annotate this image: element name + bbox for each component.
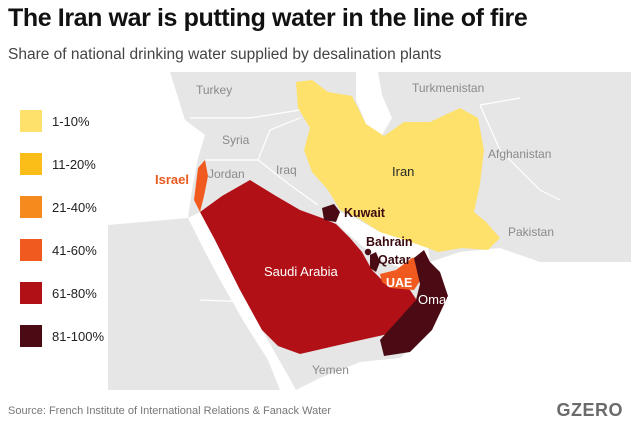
- red-sea: [188, 212, 296, 390]
- saudi-arabia-region: [200, 180, 418, 354]
- gzero-logo: GZERO: [556, 400, 623, 420]
- mediterranean-sea: [108, 72, 205, 225]
- bahrain-region: [364, 248, 372, 256]
- legend-swatch: [20, 325, 42, 347]
- kuwait-label: Kuwait: [344, 206, 386, 220]
- qatar-label: Qatar: [378, 253, 411, 267]
- legend-label: 21-40%: [52, 199, 97, 215]
- pakistan-label: Pakistan: [508, 225, 554, 239]
- legend-swatch: [20, 282, 42, 304]
- middle-east-map: Turkey Turkmenistan Syria Afghanistan Ir…: [108, 72, 631, 390]
- page-title: The Iran war is putting water in the lin…: [8, 4, 528, 32]
- saudi-arabia-label: Saudi Arabia: [264, 264, 338, 279]
- neighbor-borders: [190, 97, 561, 306]
- legend-label: 11-20%: [52, 156, 96, 172]
- legend-swatch: [20, 239, 42, 261]
- source-note: Source: French Institute of Internationa…: [8, 405, 332, 417]
- legend-label: 61-80%: [52, 285, 97, 301]
- legend-swatch: [20, 110, 42, 132]
- afghanistan-label: Afghanistan: [488, 147, 551, 161]
- legend-item: 41-60%: [20, 239, 97, 261]
- qatar-region: [370, 252, 380, 272]
- legend-swatch: [20, 153, 42, 175]
- oman-label: Oman: [418, 292, 453, 307]
- kuwait-region: [322, 204, 340, 222]
- page-subtitle: Share of national drinking water supplie…: [8, 46, 442, 63]
- iraq-label: Iraq: [276, 163, 297, 177]
- legend-label: 81-100%: [52, 328, 105, 344]
- uae-region: [380, 256, 424, 290]
- legend-label: 41-60%: [52, 242, 97, 258]
- legend-swatch: [20, 196, 42, 218]
- iran-region: [296, 80, 500, 252]
- iran-label: Iran: [392, 164, 414, 179]
- yemen-label: Yemen: [312, 363, 349, 377]
- legend-label: 1-10%: [52, 113, 90, 129]
- turkey-label: Turkey: [196, 83, 232, 97]
- oman-region: [380, 250, 448, 356]
- legend-item: 61-80%: [20, 282, 97, 304]
- legend-item: 81-100%: [20, 325, 104, 347]
- bahrain-label: Bahrain: [366, 235, 413, 249]
- caspian-sea: [356, 72, 392, 135]
- legend-item: 21-40%: [20, 196, 97, 218]
- syria-label: Syria: [222, 133, 250, 147]
- jordan-label: Jordan: [208, 167, 245, 181]
- israel-region: [194, 160, 208, 212]
- turkmenistan-label: Turkmenistan: [412, 81, 484, 95]
- uae-label: UAE: [386, 276, 412, 290]
- legend-item: 11-20%: [20, 153, 96, 175]
- legend-item: 1-10%: [20, 110, 90, 132]
- persian-gulf: [330, 208, 430, 270]
- arabian-sea: [296, 248, 631, 390]
- israel-label: Israel: [155, 172, 189, 187]
